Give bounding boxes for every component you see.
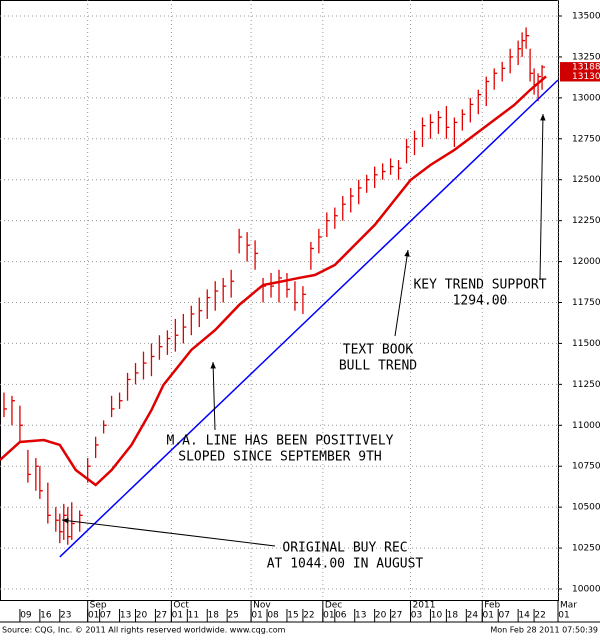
y-tick-label: 130000 xyxy=(572,93,600,103)
annotation-text: SLOPED SINCE SEPTEMBER 9TH xyxy=(178,450,382,465)
annotation-text: 1294.00 xyxy=(453,294,508,309)
trend-line xyxy=(59,79,559,558)
x-tick-label: 27 xyxy=(391,611,402,621)
footer-timestamp: Mon Feb 28 2011 07:50:39 xyxy=(490,626,598,635)
annotation-text: ORIGINAL BUY REC xyxy=(282,541,407,556)
arrow-head xyxy=(540,114,546,121)
month-label: Nov xyxy=(253,601,271,611)
y-tick-label: 122500 xyxy=(572,216,600,226)
annotation-text: M.A. LINE HAS BEEN POSITIVELY xyxy=(167,434,394,449)
footer-source: Source: CQG, Inc. © 2011 All rights rese… xyxy=(2,626,286,635)
month-label: Sep xyxy=(90,601,107,611)
annotation-text: TEXT BOOK xyxy=(343,343,414,358)
last-value-label: 131880 xyxy=(572,63,600,73)
moving-average xyxy=(0,75,547,487)
x-tick-label: 22 xyxy=(534,611,545,621)
y-tick-label: 125000 xyxy=(572,175,600,185)
x-tick-label: 07 xyxy=(100,611,111,621)
x-tick-label: 06 xyxy=(335,611,347,621)
x-tick-label: 27 xyxy=(156,611,167,621)
month-label: Mar xyxy=(560,601,577,611)
x-tick-label: 25 xyxy=(227,611,238,621)
x-tick-label: 13 xyxy=(120,611,131,621)
x-tick-label: 10 xyxy=(431,611,443,621)
y-tick-label: 112500 xyxy=(572,380,600,390)
annotation-arrow xyxy=(61,519,276,547)
last-value-label: 131306 xyxy=(572,72,600,82)
x-tick-label: 01 xyxy=(558,611,569,621)
y-tick-label: 110000 xyxy=(572,421,600,431)
annotation-text: KEY TREND SUPPORT xyxy=(413,278,546,293)
annotation-arrow xyxy=(539,113,544,281)
x-tick-label: 01 xyxy=(88,611,99,621)
y-tick-label: 115000 xyxy=(572,339,600,349)
x-tick-label: 14 xyxy=(518,611,530,621)
x-tick-label: 01 xyxy=(483,611,494,621)
annotation-arrow xyxy=(212,361,216,431)
x-tick-label: 16 xyxy=(40,611,52,621)
y-tick-label: 105000 xyxy=(572,503,600,513)
x-tick-label: 24 xyxy=(467,611,479,621)
x-tick-label: 08 xyxy=(267,611,279,621)
annotation-arrow xyxy=(394,249,409,337)
x-tick-label: 20 xyxy=(136,611,148,621)
month-label: Dec xyxy=(325,601,342,611)
x-tick-label: 18 xyxy=(208,611,220,621)
arrow-head xyxy=(62,518,69,524)
x-tick-label: 01 xyxy=(323,611,334,621)
month-label: Oct xyxy=(173,601,189,611)
x-tick-label: 22 xyxy=(303,611,314,621)
x-tick-label: 13 xyxy=(355,611,366,621)
y-tick-label: 132500 xyxy=(572,52,600,62)
x-tick-label: 03 xyxy=(411,611,422,621)
y-tick-label: 102500 xyxy=(572,544,600,554)
last-value-box xyxy=(560,71,600,82)
month-label: Feb xyxy=(484,601,500,611)
y-tick-label: 107500 xyxy=(572,462,600,472)
y-tick-label: 135000 xyxy=(572,12,600,22)
annotation-text: BULL TREND xyxy=(339,359,417,374)
arrow-head xyxy=(210,362,216,369)
x-tick-label: 20 xyxy=(375,611,387,621)
x-tick-label: 18 xyxy=(447,611,459,621)
x-tick-label: 07 xyxy=(498,611,509,621)
y-tick-label: 120000 xyxy=(572,257,600,267)
y-tick-label: 117500 xyxy=(572,298,600,308)
x-tick-label: 23 xyxy=(60,611,71,621)
y-tick-label: 100000 xyxy=(572,585,600,595)
last-value-box xyxy=(560,62,600,73)
y-tick-label: 127500 xyxy=(572,134,600,144)
x-tick-label: 09 xyxy=(20,611,32,621)
month-label: 2011 xyxy=(413,601,436,611)
x-tick-label: 01 xyxy=(251,611,262,621)
x-tick-label: 01 xyxy=(172,611,183,621)
x-tick-label: 15 xyxy=(287,611,298,621)
x-tick-label: 11 xyxy=(188,611,199,621)
annotation-text: AT 1044.00 IN AUGUST xyxy=(267,557,424,572)
arrow-head xyxy=(404,250,410,257)
